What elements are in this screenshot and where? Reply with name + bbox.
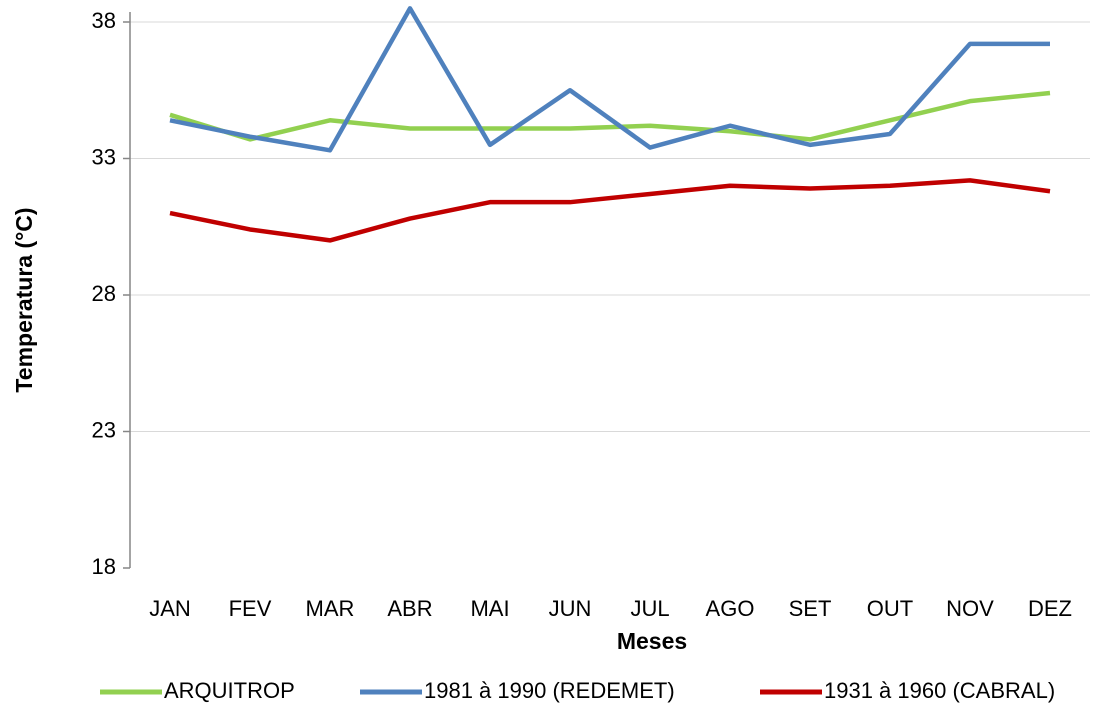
legend-label: 1981 à 1990 (REDEMET)	[424, 678, 675, 703]
x-tick-label: JAN	[149, 596, 191, 621]
x-tick-label: SET	[789, 596, 832, 621]
x-tick-label: MAI	[470, 596, 509, 621]
legend-label: 1931 à 1960 (CABRAL)	[824, 678, 1055, 703]
x-tick-label: JUN	[549, 596, 592, 621]
legend-label: ARQUITROP	[164, 678, 295, 703]
x-tick-label: FEV	[229, 596, 272, 621]
x-tick-label: JUL	[630, 596, 669, 621]
x-tick-label: MAR	[306, 596, 355, 621]
y-tick-label: 23	[92, 417, 116, 442]
y-tick-label: 18	[92, 554, 116, 579]
y-tick-label: 33	[92, 144, 116, 169]
y-axis-label: Temperatura (°C)	[11, 207, 37, 392]
x-tick-label: ABR	[387, 596, 432, 621]
x-tick-label: OUT	[867, 596, 913, 621]
x-tick-label: NOV	[946, 596, 994, 621]
x-axis-label: Meses	[617, 628, 687, 654]
y-tick-label: 28	[92, 281, 116, 306]
series-line	[169, 178, 1051, 243]
x-tick-label: DEZ	[1028, 596, 1072, 621]
series-line	[169, 6, 1050, 153]
y-tick-label: 38	[92, 8, 116, 33]
x-tick-label: AGO	[706, 596, 755, 621]
